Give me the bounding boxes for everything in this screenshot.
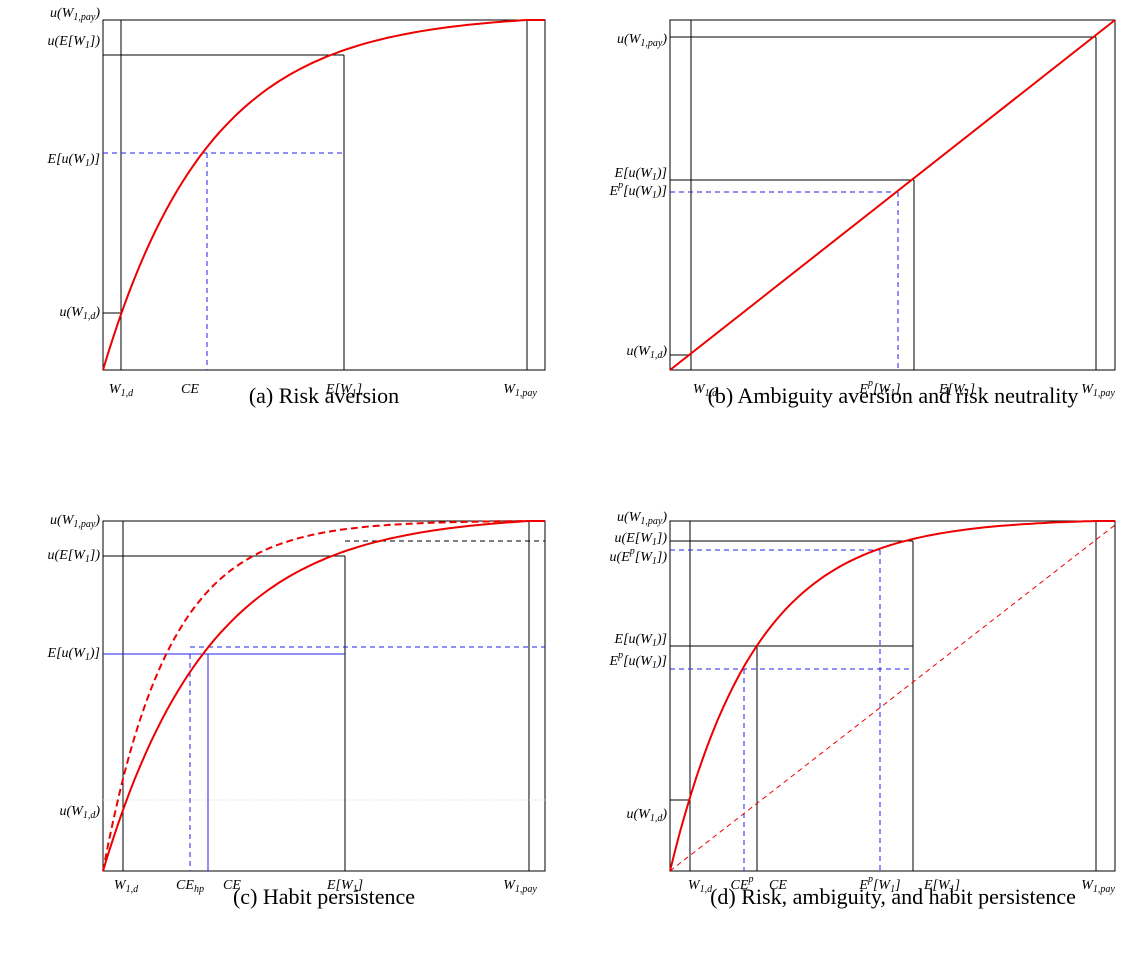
y-label: Ep[u(W1)] [609,650,667,671]
caption: (d) Risk, ambiguity, and habit persisten… [710,884,1076,909]
x-label: CE [769,878,787,893]
x-label: CEhp [176,878,204,895]
plot-frame [669,520,1116,872]
utility-curve [102,19,545,371]
x-label: W1,d [688,878,713,895]
x-label: W1,pay [1081,382,1115,399]
caption: (c) Habit persistence [232,884,416,909]
plot-frame [102,19,546,371]
x-label: W1,d [114,878,139,895]
x-label: W1,d [109,382,134,399]
y-label: u(W1,d) [627,807,668,824]
y-label: u(W1,pay) [617,32,667,49]
y-label: E[u(W1)] [47,646,100,663]
x-label: E[W1] [923,878,960,895]
y-label: u(W1,d) [60,305,101,322]
caption: (a) Risk aversion [248,383,400,408]
y-label: E[u(W1)] [47,152,100,169]
y-label: u(Ep[W1]) [610,546,668,567]
x-label: W1,pay [1081,878,1115,895]
x-label: E[W1] [325,382,362,399]
x-label: W1,pay [503,382,537,399]
x-label: CEp [731,874,754,893]
x-label: W1,d [693,382,718,399]
y-label: u(W1,d) [60,804,101,821]
caption: (b) Ambiguity aversion and risk neutrali… [707,383,1079,408]
y-label: u(E[W1]) [615,531,668,548]
utility-curve [102,520,545,872]
plot-frame [102,520,546,872]
y-label: E[u(W1)] [614,166,667,183]
x-label: E[W1] [938,382,975,399]
y-label: u(W1,pay) [50,6,100,23]
y-label: E[u(W1)] [614,632,667,649]
y-label: Ep[u(W1)] [609,180,667,201]
y-label: u(E[W1]) [48,548,101,565]
plot-frame [669,19,1116,371]
reference-line [669,524,1116,872]
x-label: CE [223,878,241,893]
y-label: u(W1,pay) [50,513,100,530]
x-label: W1,pay [503,878,537,895]
x-label: Ep[W1] [858,874,900,895]
y-label: u(W1,d) [627,344,668,361]
y-label: u(E[W1]) [48,34,101,51]
x-label: Ep[W1] [858,378,900,399]
x-label: E[W1] [326,878,363,895]
utility-curve [669,520,1115,872]
utility-line [669,19,1116,371]
y-label: u(W1,pay) [617,510,667,527]
x-label: CE [181,382,199,397]
utility-curve [102,520,545,872]
